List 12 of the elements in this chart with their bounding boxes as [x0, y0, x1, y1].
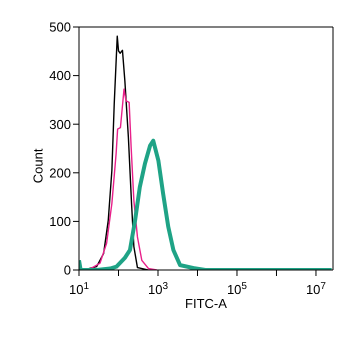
x-tick-label: 10$^{7}$	[306, 280, 326, 297]
y-axis-title: Count	[30, 148, 46, 184]
y-tick-label: 300	[49, 116, 71, 132]
x-axis-title: FITC-A	[185, 296, 228, 311]
x-tick-label: 10$^{1}$	[68, 280, 90, 297]
y-tick-label: 400	[49, 68, 71, 84]
x-tick-label: 10$^{3}$	[148, 280, 168, 297]
y-tick-label: 500	[49, 20, 71, 35]
y-tick-label: 200	[49, 165, 71, 180]
x-tick-label: 10$^{5}$	[226, 280, 248, 297]
y-tick-label: 0	[64, 262, 71, 278]
y-tick-label: 100	[49, 214, 71, 230]
